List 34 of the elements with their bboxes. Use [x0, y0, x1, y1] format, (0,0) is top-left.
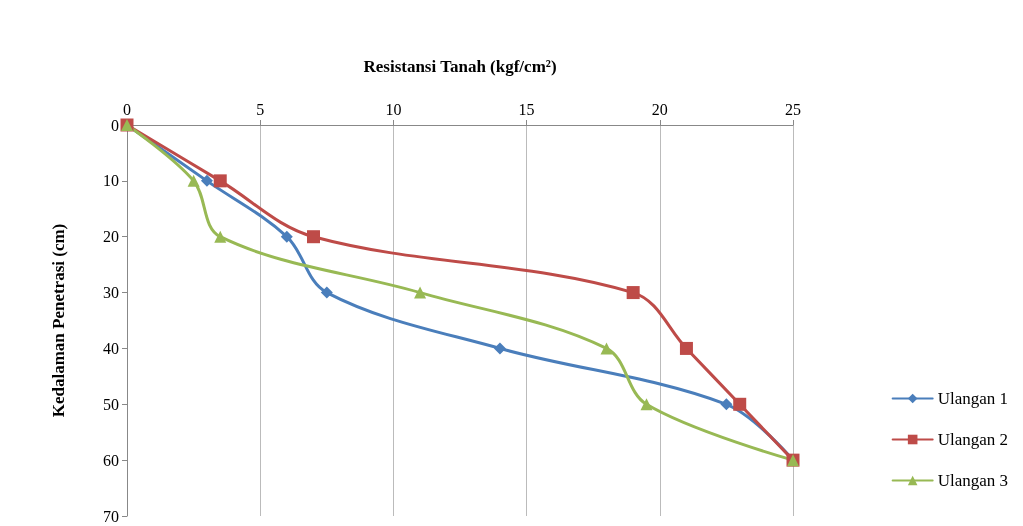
y-tick-label: 70 — [103, 507, 119, 525]
x-tick-label: 20 — [651, 100, 668, 118]
point — [200, 174, 213, 187]
x-tick-label: 25 — [785, 100, 801, 118]
point — [640, 398, 653, 411]
x-tick-label: 0 — [123, 100, 131, 118]
y-axis-title: Kedalaman Penetrasi (cm) — [49, 223, 68, 418]
point — [733, 397, 747, 411]
point — [414, 286, 427, 299]
point — [213, 174, 227, 188]
point — [600, 342, 613, 355]
y-tick-label: 20 — [103, 228, 119, 246]
legend-label: Ulangan 3 — [937, 471, 1008, 490]
x-tick-label: 15 — [518, 100, 535, 118]
point — [306, 230, 320, 244]
point — [280, 230, 293, 243]
y-tick-label: 0 — [111, 116, 119, 134]
x-tick-label: 10 — [385, 100, 402, 118]
point — [214, 230, 227, 243]
legend-label: Ulangan 2 — [937, 430, 1008, 449]
point — [679, 341, 693, 355]
point — [187, 174, 200, 187]
point — [493, 342, 506, 355]
point — [626, 286, 640, 300]
y-tick-label: 40 — [103, 339, 119, 357]
y-tick-label: 30 — [103, 284, 119, 302]
y-tick-label: 10 — [103, 172, 119, 190]
y-tick-label: 60 — [103, 451, 119, 469]
y-tick-label: 50 — [103, 395, 119, 413]
x-axis-title: Resistansi Tanah (kgf/cm²) — [363, 57, 557, 76]
x-tick-label: 5 — [256, 100, 265, 118]
point — [320, 286, 333, 299]
point — [720, 398, 733, 411]
legend-label: Ulangan 1 — [937, 389, 1008, 408]
